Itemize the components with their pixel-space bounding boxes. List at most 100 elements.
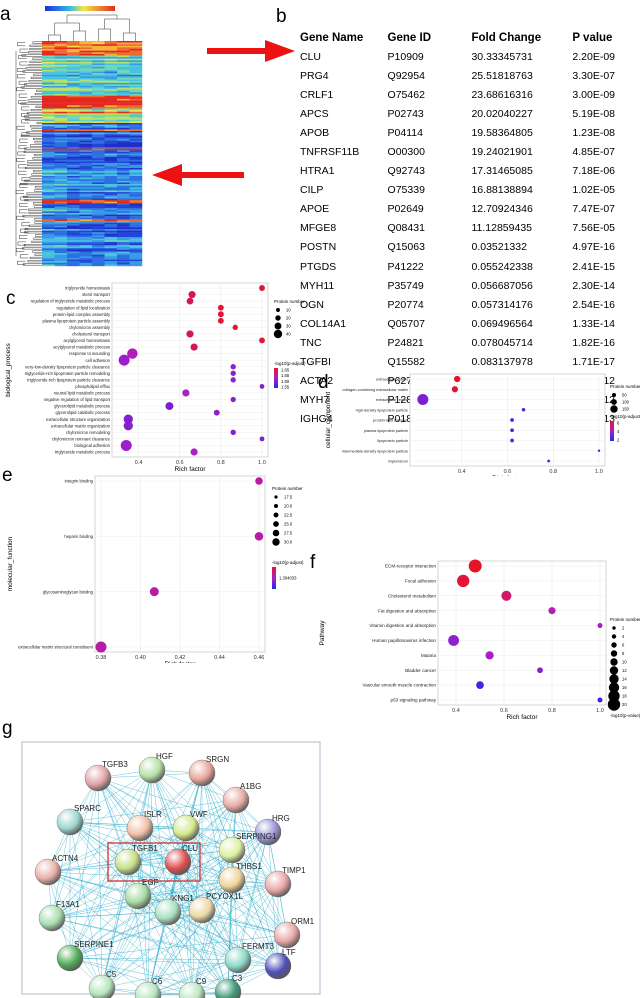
legend-color-label: 1.55 bbox=[281, 385, 290, 390]
heatmap-cell bbox=[92, 219, 105, 222]
network-edge bbox=[177, 799, 237, 863]
heatmap-cell bbox=[117, 47, 130, 50]
network-edge bbox=[167, 883, 279, 913]
heatmap-cell bbox=[42, 248, 55, 251]
heatmap-cell bbox=[54, 106, 68, 109]
heatmap-cell bbox=[54, 142, 68, 145]
heatmap-cell bbox=[92, 174, 105, 177]
heatmap-cell bbox=[92, 201, 105, 204]
heatmap-cell bbox=[92, 73, 105, 75]
heatmap-cell bbox=[42, 264, 55, 267]
heatmap-cell bbox=[129, 251, 143, 254]
heatmap-cell bbox=[79, 235, 93, 238]
heatmap-cell bbox=[42, 243, 55, 246]
heatmap-cell bbox=[92, 155, 105, 157]
heatmap-cell bbox=[104, 127, 118, 130]
heatmap-cell bbox=[67, 87, 80, 90]
heatmap-cell bbox=[117, 257, 130, 260]
data-point bbox=[259, 285, 265, 291]
heatmap-cell bbox=[54, 113, 68, 116]
gene-id-cell: Q15063 bbox=[387, 241, 425, 254]
heatmap-cell bbox=[129, 114, 143, 117]
heatmap-cell bbox=[129, 58, 143, 61]
heatmap-cell bbox=[104, 200, 118, 202]
heatmap-cell bbox=[42, 230, 55, 233]
gene-name-cell: ACTA2 bbox=[300, 375, 334, 388]
heatmap-cell bbox=[129, 100, 143, 103]
heatmap-cell bbox=[104, 74, 118, 77]
heatmap-cell bbox=[117, 52, 130, 55]
heatmap-cell bbox=[129, 221, 143, 223]
p-value-cell: 1.71E-17 bbox=[572, 356, 616, 369]
heatmap-cell bbox=[117, 238, 130, 241]
heatmap-cell bbox=[67, 44, 80, 47]
heatmap-cell bbox=[54, 233, 68, 236]
network-node bbox=[218, 836, 246, 864]
p-value-cell: 5.19E-08 bbox=[572, 107, 616, 120]
heatmap-cell bbox=[42, 222, 55, 225]
heatmap-cell bbox=[117, 151, 130, 154]
heatmap-cell bbox=[79, 61, 93, 64]
heatmap-cell bbox=[92, 176, 105, 178]
legend-size-title: Protein number bbox=[274, 299, 305, 304]
heatmap-cell bbox=[79, 238, 93, 241]
heatmap-cell bbox=[42, 151, 55, 154]
heatmap-cell bbox=[92, 214, 105, 217]
heatmap-cell bbox=[79, 90, 93, 93]
heatmap-cell bbox=[104, 251, 118, 254]
heatmap-cell bbox=[117, 66, 130, 69]
gene-id-cell: Q15582 bbox=[387, 356, 425, 369]
gene-name-cell: MYH7 bbox=[300, 394, 330, 407]
heatmap-cell bbox=[42, 74, 55, 77]
network-edge bbox=[69, 957, 239, 961]
heatmap-cell bbox=[129, 185, 143, 188]
heatmap-cell bbox=[67, 217, 80, 220]
heatmap-cell bbox=[54, 71, 68, 74]
heatmap-cell bbox=[129, 176, 143, 178]
heatmap-cell bbox=[104, 42, 118, 45]
heatmap-cell bbox=[67, 243, 80, 246]
heatmap-cell bbox=[104, 116, 118, 119]
heatmap-cell bbox=[92, 211, 105, 214]
heatmap-cell bbox=[54, 256, 68, 259]
heatmap-cell bbox=[79, 65, 93, 67]
heatmap-cell bbox=[79, 151, 93, 154]
network-edge bbox=[127, 772, 203, 863]
network-edge bbox=[191, 799, 237, 996]
heatmap-cell bbox=[54, 87, 68, 90]
heatmap-cell bbox=[79, 187, 93, 190]
heatmap-cell bbox=[129, 163, 143, 165]
heatmap-cell bbox=[79, 188, 93, 191]
heatmap-cell bbox=[104, 55, 118, 58]
heatmap-cell bbox=[92, 106, 105, 109]
network-edge bbox=[101, 799, 237, 989]
heatmap-cell bbox=[54, 241, 68, 244]
heatmap-cell bbox=[92, 198, 105, 201]
heatmap-cell bbox=[54, 200, 68, 202]
network-edge bbox=[69, 821, 103, 989]
legend-size-dot bbox=[275, 315, 281, 321]
network-edge bbox=[101, 861, 129, 989]
heatmap-cell bbox=[54, 259, 68, 262]
gene-name-cell: CLU bbox=[300, 50, 322, 63]
heatmap-cell bbox=[117, 108, 130, 111]
heatmap-cell bbox=[54, 57, 68, 59]
network-edge bbox=[47, 871, 139, 897]
heatmap-cell bbox=[79, 206, 93, 209]
category-label: intermediate-density lipoprotein particl… bbox=[342, 449, 408, 453]
gene-id-cell: P41222 bbox=[387, 260, 424, 273]
heatmap-cell bbox=[54, 105, 68, 108]
heatmap-cell bbox=[67, 153, 80, 156]
gene-name-cell: CILP bbox=[300, 184, 324, 197]
heatmap-cell bbox=[54, 257, 68, 260]
heatmap-cell bbox=[54, 174, 68, 177]
heatmap-cell bbox=[117, 147, 130, 149]
network-node bbox=[172, 814, 200, 842]
heatmap-cell bbox=[104, 264, 118, 267]
network-edge bbox=[101, 895, 139, 989]
network-node-label: ACTN4 bbox=[52, 854, 79, 863]
heatmap-cell bbox=[54, 86, 68, 88]
heatmap-cell bbox=[67, 103, 80, 106]
heatmap-cell bbox=[42, 71, 55, 74]
heatmap-cell bbox=[104, 66, 118, 69]
